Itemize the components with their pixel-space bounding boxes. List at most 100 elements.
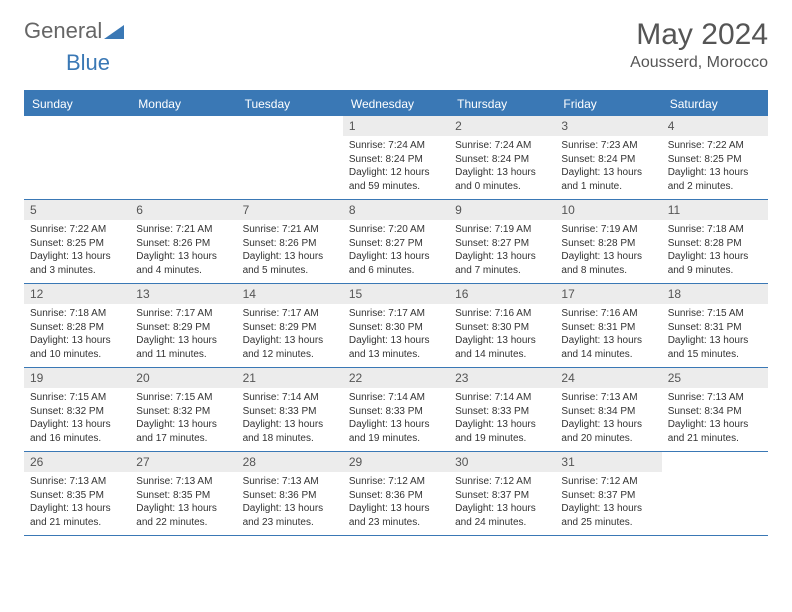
page-title: May 2024 — [630, 18, 768, 52]
logo: General — [24, 18, 124, 44]
day-details: Sunrise: 7:19 AMSunset: 8:27 PMDaylight:… — [449, 220, 555, 283]
day-number: 22 — [343, 368, 449, 388]
day-details: Sunrise: 7:18 AMSunset: 8:28 PMDaylight:… — [24, 304, 130, 367]
day-details: Sunrise: 7:15 AMSunset: 8:31 PMDaylight:… — [662, 304, 768, 367]
calendar-day-cell: 22Sunrise: 7:14 AMSunset: 8:33 PMDayligh… — [343, 368, 449, 452]
day-details: Sunrise: 7:24 AMSunset: 8:24 PMDaylight:… — [343, 136, 449, 199]
day-number: 19 — [24, 368, 130, 388]
day-details: Sunrise: 7:16 AMSunset: 8:30 PMDaylight:… — [449, 304, 555, 367]
calendar-day-cell: 13Sunrise: 7:17 AMSunset: 8:29 PMDayligh… — [130, 284, 236, 368]
day-details: Sunrise: 7:14 AMSunset: 8:33 PMDaylight:… — [449, 388, 555, 451]
day-number: 3 — [555, 116, 661, 136]
calendar-day-cell: 17Sunrise: 7:16 AMSunset: 8:31 PMDayligh… — [555, 284, 661, 368]
calendar-day-cell: 21Sunrise: 7:14 AMSunset: 8:33 PMDayligh… — [237, 368, 343, 452]
day-details: Sunrise: 7:14 AMSunset: 8:33 PMDaylight:… — [343, 388, 449, 451]
calendar-body: ......1Sunrise: 7:24 AMSunset: 8:24 PMDa… — [24, 116, 768, 536]
calendar-day-cell: 10Sunrise: 7:19 AMSunset: 8:28 PMDayligh… — [555, 200, 661, 284]
day-number: 25 — [662, 368, 768, 388]
day-number: 28 — [237, 452, 343, 472]
day-number: 14 — [237, 284, 343, 304]
day-number: 20 — [130, 368, 236, 388]
calendar-day-cell: 11Sunrise: 7:18 AMSunset: 8:28 PMDayligh… — [662, 200, 768, 284]
calendar-day-cell: 3Sunrise: 7:23 AMSunset: 8:24 PMDaylight… — [555, 116, 661, 200]
calendar-header-row: Sunday Monday Tuesday Wednesday Thursday… — [24, 91, 768, 116]
calendar-day-cell: 31Sunrise: 7:12 AMSunset: 8:37 PMDayligh… — [555, 452, 661, 536]
calendar-day-cell: 25Sunrise: 7:13 AMSunset: 8:34 PMDayligh… — [662, 368, 768, 452]
day-number: 23 — [449, 368, 555, 388]
day-number: 2 — [449, 116, 555, 136]
day-details: Sunrise: 7:21 AMSunset: 8:26 PMDaylight:… — [237, 220, 343, 283]
day-number: 4 — [662, 116, 768, 136]
calendar-day-cell: 19Sunrise: 7:15 AMSunset: 8:32 PMDayligh… — [24, 368, 130, 452]
day-details: Sunrise: 7:23 AMSunset: 8:24 PMDaylight:… — [555, 136, 661, 199]
calendar-day-cell: 27Sunrise: 7:13 AMSunset: 8:35 PMDayligh… — [130, 452, 236, 536]
title-block: May 2024 Aousserd, Morocco — [630, 18, 768, 72]
weekday-header: Monday — [130, 91, 236, 116]
logo-text-1: General — [24, 18, 102, 44]
calendar-day-cell: 29Sunrise: 7:12 AMSunset: 8:36 PMDayligh… — [343, 452, 449, 536]
calendar-week-row: 26Sunrise: 7:13 AMSunset: 8:35 PMDayligh… — [24, 452, 768, 536]
day-details: Sunrise: 7:13 AMSunset: 8:34 PMDaylight:… — [555, 388, 661, 451]
logo-triangle-icon — [104, 23, 124, 39]
day-details: Sunrise: 7:24 AMSunset: 8:24 PMDaylight:… — [449, 136, 555, 199]
calendar-day-cell: 14Sunrise: 7:17 AMSunset: 8:29 PMDayligh… — [237, 284, 343, 368]
weekday-header: Saturday — [662, 91, 768, 116]
calendar-week-row: 5Sunrise: 7:22 AMSunset: 8:25 PMDaylight… — [24, 200, 768, 284]
day-details: Sunrise: 7:19 AMSunset: 8:28 PMDaylight:… — [555, 220, 661, 283]
day-number: 29 — [343, 452, 449, 472]
day-number: 13 — [130, 284, 236, 304]
day-details: Sunrise: 7:12 AMSunset: 8:37 PMDaylight:… — [555, 472, 661, 535]
day-number: 24 — [555, 368, 661, 388]
calendar-day-cell: 18Sunrise: 7:15 AMSunset: 8:31 PMDayligh… — [662, 284, 768, 368]
calendar-day-cell: 26Sunrise: 7:13 AMSunset: 8:35 PMDayligh… — [24, 452, 130, 536]
day-number: 10 — [555, 200, 661, 220]
day-number: 8 — [343, 200, 449, 220]
day-number: 6 — [130, 200, 236, 220]
day-details: Sunrise: 7:17 AMSunset: 8:29 PMDaylight:… — [237, 304, 343, 367]
day-details: Sunrise: 7:13 AMSunset: 8:35 PMDaylight:… — [130, 472, 236, 535]
day-details: Sunrise: 7:22 AMSunset: 8:25 PMDaylight:… — [24, 220, 130, 283]
calendar-day-cell: 24Sunrise: 7:13 AMSunset: 8:34 PMDayligh… — [555, 368, 661, 452]
calendar-day-cell: 7Sunrise: 7:21 AMSunset: 8:26 PMDaylight… — [237, 200, 343, 284]
calendar-day-cell: 6Sunrise: 7:21 AMSunset: 8:26 PMDaylight… — [130, 200, 236, 284]
day-number: 27 — [130, 452, 236, 472]
weekday-header: Wednesday — [343, 91, 449, 116]
day-details: Sunrise: 7:12 AMSunset: 8:37 PMDaylight:… — [449, 472, 555, 535]
location: Aousserd, Morocco — [630, 54, 768, 72]
day-details: Sunrise: 7:13 AMSunset: 8:35 PMDaylight:… — [24, 472, 130, 535]
day-details: Sunrise: 7:13 AMSunset: 8:34 PMDaylight:… — [662, 388, 768, 451]
calendar-day-cell: 30Sunrise: 7:12 AMSunset: 8:37 PMDayligh… — [449, 452, 555, 536]
day-details: Sunrise: 7:15 AMSunset: 8:32 PMDaylight:… — [130, 388, 236, 451]
day-number: 12 — [24, 284, 130, 304]
calendar-table: Sunday Monday Tuesday Wednesday Thursday… — [24, 90, 768, 536]
day-details: Sunrise: 7:20 AMSunset: 8:27 PMDaylight:… — [343, 220, 449, 283]
day-details: Sunrise: 7:13 AMSunset: 8:36 PMDaylight:… — [237, 472, 343, 535]
day-details: Sunrise: 7:21 AMSunset: 8:26 PMDaylight:… — [130, 220, 236, 283]
day-number: 31 — [555, 452, 661, 472]
weekday-header: Sunday — [24, 91, 130, 116]
day-number: 16 — [449, 284, 555, 304]
calendar-day-cell: 8Sunrise: 7:20 AMSunset: 8:27 PMDaylight… — [343, 200, 449, 284]
day-details: Sunrise: 7:16 AMSunset: 8:31 PMDaylight:… — [555, 304, 661, 367]
calendar-day-cell: 28Sunrise: 7:13 AMSunset: 8:36 PMDayligh… — [237, 452, 343, 536]
day-details: Sunrise: 7:18 AMSunset: 8:28 PMDaylight:… — [662, 220, 768, 283]
calendar-day-cell: .. — [237, 116, 343, 200]
calendar-day-cell: 16Sunrise: 7:16 AMSunset: 8:30 PMDayligh… — [449, 284, 555, 368]
day-number: 30 — [449, 452, 555, 472]
calendar-week-row: 19Sunrise: 7:15 AMSunset: 8:32 PMDayligh… — [24, 368, 768, 452]
day-number: 21 — [237, 368, 343, 388]
weekday-header: Friday — [555, 91, 661, 116]
calendar-day-cell: .. — [130, 116, 236, 200]
day-details: Sunrise: 7:14 AMSunset: 8:33 PMDaylight:… — [237, 388, 343, 451]
calendar-day-cell: 1Sunrise: 7:24 AMSunset: 8:24 PMDaylight… — [343, 116, 449, 200]
calendar-day-cell: 20Sunrise: 7:15 AMSunset: 8:32 PMDayligh… — [130, 368, 236, 452]
day-number: 9 — [449, 200, 555, 220]
day-details: Sunrise: 7:22 AMSunset: 8:25 PMDaylight:… — [662, 136, 768, 199]
weekday-header: Tuesday — [237, 91, 343, 116]
weekday-header: Thursday — [449, 91, 555, 116]
calendar-day-cell: .. — [24, 116, 130, 200]
day-details: Sunrise: 7:17 AMSunset: 8:29 PMDaylight:… — [130, 304, 236, 367]
day-number: 15 — [343, 284, 449, 304]
day-number: 1 — [343, 116, 449, 136]
calendar-week-row: ......1Sunrise: 7:24 AMSunset: 8:24 PMDa… — [24, 116, 768, 200]
